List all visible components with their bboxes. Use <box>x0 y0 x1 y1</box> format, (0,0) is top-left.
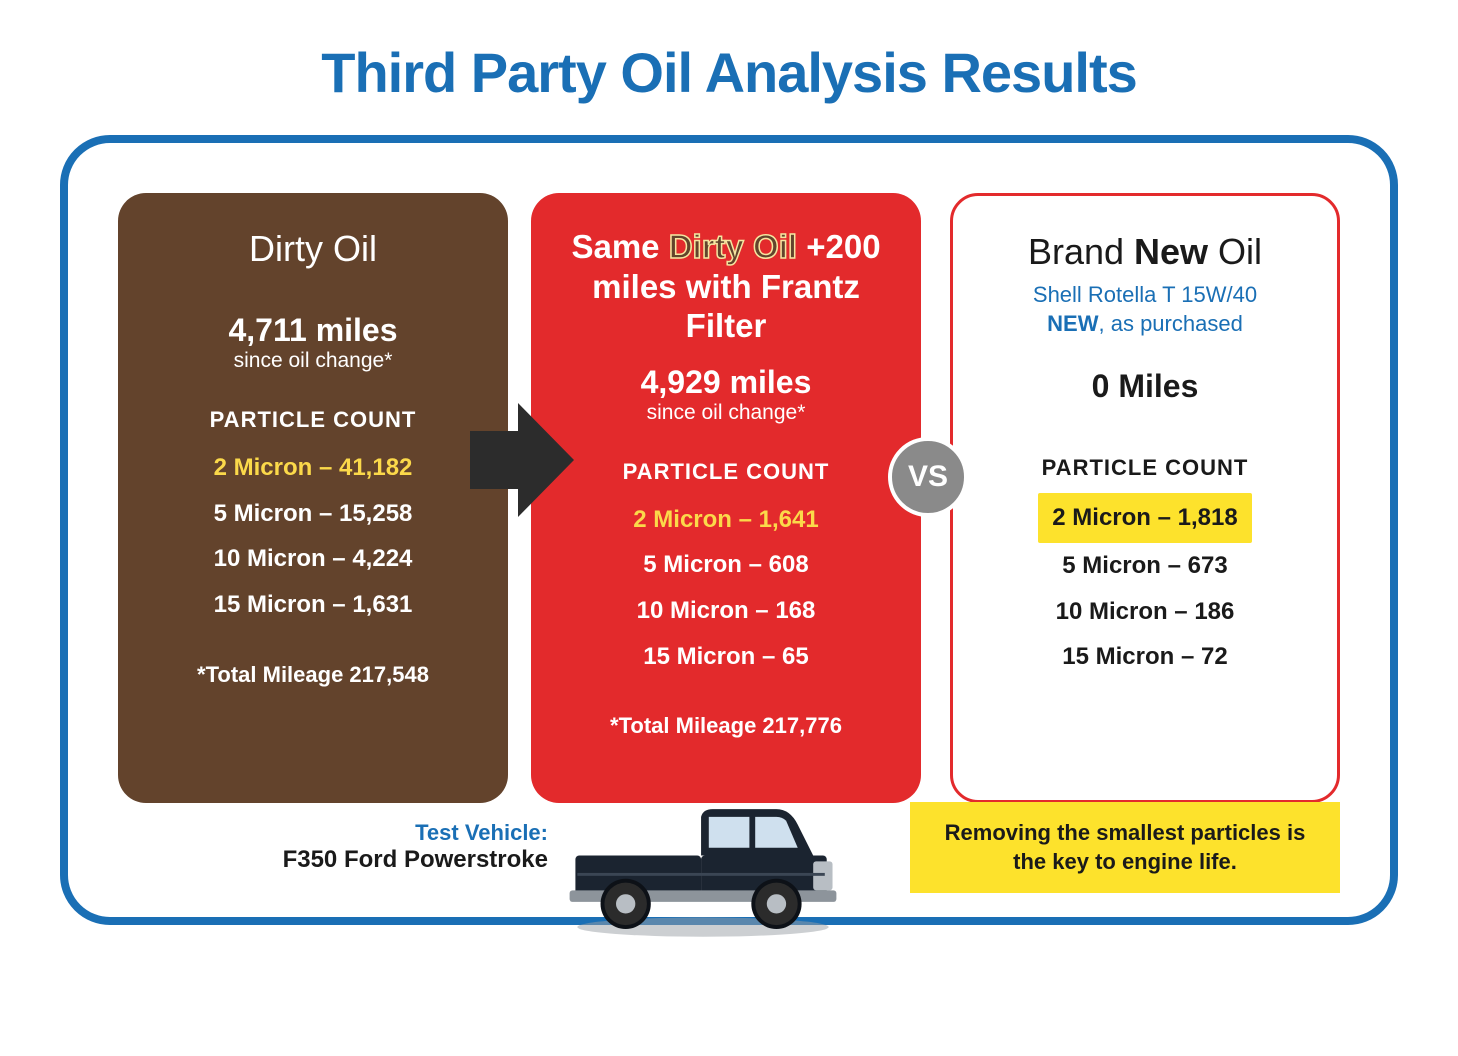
particle-row: 2 Micron – 1,818 <box>1038 493 1251 543</box>
panel-dirty-oil: Dirty Oil 4,711 miles since oil change* … <box>118 193 508 803</box>
miles-value: 0 Miles <box>977 368 1313 405</box>
total-mileage: *Total Mileage 217,548 <box>142 662 484 688</box>
particle-row: 15 Micron – 72 <box>977 634 1313 680</box>
miles-note: since oil change* <box>142 349 484 373</box>
panel-new-oil: Brand New Oil Shell Rotella T 15W/40 NEW… <box>950 193 1340 803</box>
spec-text: , as purchased <box>1099 311 1243 336</box>
particle-count-header: PARTICLE COUNT <box>555 459 897 485</box>
vehicle-value: F350 Ford Powerstroke <box>118 846 548 874</box>
particle-row: 10 Micron – 168 <box>555 588 897 634</box>
truck-icon <box>558 784 848 939</box>
particle-row: 15 Micron – 65 <box>555 634 897 680</box>
particle-count-header: PARTICLE COUNT <box>142 407 484 433</box>
header-text: Dirty Oil <box>669 228 797 265</box>
particle-row: 10 Micron – 4,224 <box>142 536 484 582</box>
vs-badge: VS <box>888 437 968 517</box>
total-mileage: *Total Mileage 217,776 <box>555 713 897 739</box>
spec-text: NEW <box>1047 311 1098 336</box>
panel-row: Dirty Oil 4,711 miles since oil change* … <box>118 193 1340 803</box>
header-text: Brand <box>1028 231 1134 272</box>
page-title: Third Party Oil Analysis Results <box>60 40 1398 105</box>
miles-note: since oil change* <box>555 401 897 425</box>
particle-row: 2 Micron – 41,182 <box>142 445 484 491</box>
particle-row: 10 Micron – 186 <box>977 589 1313 635</box>
header-text: Same <box>571 228 668 265</box>
callout-box: Removing the smallest particles is the k… <box>910 802 1340 893</box>
panel-frantz-filter: Same Dirty Oil +200 miles with Frantz Fi… <box>531 193 921 803</box>
particle-row: 5 Micron – 15,258 <box>142 491 484 537</box>
particle-row: 5 Micron – 608 <box>555 542 897 588</box>
spec-text: Shell Rotella T 15W/40 <box>1033 282 1257 307</box>
vehicle-label: Test Vehicle: <box>118 820 548 846</box>
header-text: New <box>1134 231 1208 272</box>
test-vehicle: Test Vehicle: F350 Ford Powerstroke <box>118 820 548 874</box>
oil-spec: Shell Rotella T 15W/40 NEW, as purchased <box>977 281 1313 338</box>
particle-row: 5 Micron – 673 <box>977 543 1313 589</box>
panel-header: Brand New Oil <box>977 230 1313 273</box>
panel-header: Dirty Oil <box>142 227 484 270</box>
miles-value: 4,711 miles <box>142 312 484 349</box>
header-text: Oil <box>1208 231 1262 272</box>
particle-row: 15 Micron – 1,631 <box>142 582 484 628</box>
particle-count-header: PARTICLE COUNT <box>977 455 1313 481</box>
main-frame: Dirty Oil 4,711 miles since oil change* … <box>60 135 1398 925</box>
particle-row: 2 Micron – 1,641 <box>555 497 897 543</box>
panel-header: Same Dirty Oil +200 miles with Frantz Fi… <box>555 227 897 346</box>
miles-value: 4,929 miles <box>555 364 897 401</box>
